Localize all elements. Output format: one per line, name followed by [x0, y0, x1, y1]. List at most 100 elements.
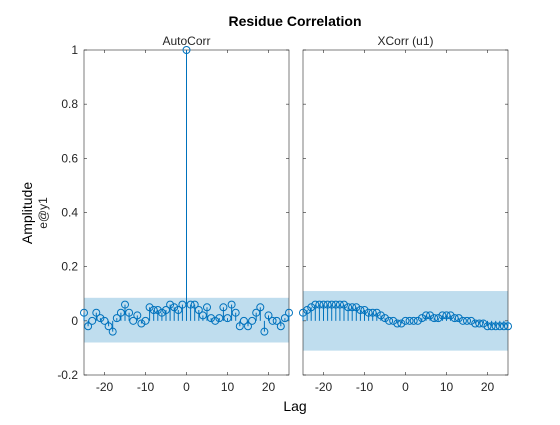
x-tick-label: 20 — [481, 380, 495, 394]
stem-marker — [252, 308, 261, 317]
stem-marker — [153, 306, 162, 314]
stem-marker — [256, 303, 265, 312]
stem-marker — [235, 322, 244, 331]
stem-marker — [405, 316, 414, 325]
y-axis-label: Amplitude — [19, 182, 35, 244]
x-tick-label: -20 — [315, 380, 333, 394]
stem-marker — [227, 300, 236, 309]
stem-marker — [360, 306, 369, 314]
x-tick-label: -20 — [96, 380, 114, 394]
stem-marker — [116, 308, 125, 317]
stem-marker — [340, 300, 348, 309]
stem-marker — [475, 319, 484, 328]
stem-marker — [401, 316, 410, 325]
y-tick-label: 0.4 — [61, 206, 78, 220]
stem-marker — [434, 314, 443, 323]
stem-marker — [215, 314, 224, 323]
x-tick-label: 10 — [440, 380, 454, 394]
stem-marker — [108, 327, 117, 336]
stem-marker — [311, 300, 320, 309]
y-tick-label: 0.8 — [61, 97, 78, 111]
stem-marker — [162, 306, 170, 314]
x-tick-label: -10 — [137, 380, 155, 394]
stem-marker — [348, 303, 357, 312]
stem-marker — [166, 300, 175, 309]
panel-2: XCorr (u1) -20 -10 0 10 20 — [299, 34, 512, 394]
stem-marker — [504, 322, 512, 331]
x-axis-label: Lag — [283, 398, 306, 414]
stem-marker — [223, 314, 232, 323]
stem-marker — [368, 308, 377, 317]
stem-marker — [125, 308, 134, 317]
stem-marker — [248, 316, 257, 325]
stem-marker — [198, 311, 207, 320]
stem-marker — [219, 303, 228, 312]
stem-marker — [356, 306, 365, 314]
stem-marker — [141, 316, 150, 325]
stem-marker — [100, 316, 109, 325]
stem-marker — [231, 308, 240, 317]
x-tick-label: 10 — [221, 380, 235, 394]
stem-marker — [463, 316, 471, 325]
stem-marker — [133, 311, 142, 320]
stem-marker — [174, 306, 183, 314]
stem-marker — [145, 303, 154, 312]
stem-marker — [450, 314, 459, 323]
y-tick-label: 0.2 — [61, 260, 78, 274]
stem-marker — [491, 322, 500, 331]
stem-marker — [335, 300, 344, 309]
stem-marker — [307, 303, 316, 312]
stem-marker — [207, 314, 216, 323]
stem-marker — [299, 308, 307, 317]
stem-marker — [268, 316, 277, 325]
stem-marker — [203, 303, 211, 312]
stem-marker — [92, 308, 101, 317]
stem-marker — [479, 319, 488, 328]
stem-marker — [190, 300, 199, 309]
stem-marker — [149, 306, 158, 314]
y-tick-label: 0.6 — [61, 151, 78, 165]
stem-marker — [385, 316, 394, 325]
stem-marker — [409, 316, 418, 325]
chart-panels: AutoCorr -20 -10 0 10 20 -0.2 0 0.2 0.4 0.6 0.8 1 XCo… — [57, 34, 512, 394]
stem-marker — [483, 322, 492, 331]
stem-marker — [327, 300, 336, 309]
stem-marker — [303, 306, 312, 314]
stem-marker — [331, 300, 340, 309]
stem-marker — [487, 322, 496, 331]
stem-marker — [276, 322, 285, 331]
stem-marker — [389, 316, 398, 325]
stem-marker — [495, 322, 504, 331]
stem-marker — [364, 308, 373, 317]
stem-marker — [426, 311, 435, 320]
stem-marker — [285, 308, 293, 317]
x-tick-label: -10 — [356, 380, 374, 394]
stem-marker — [112, 314, 121, 323]
x-tick-label: 0 — [402, 380, 409, 394]
stem-marker — [413, 316, 422, 325]
stem-marker — [446, 311, 455, 320]
stem-marker — [211, 316, 220, 325]
stem-marker — [186, 300, 195, 309]
stem-marker — [137, 319, 146, 328]
stem-marker — [170, 303, 179, 312]
stem-marker — [84, 322, 93, 331]
stem-marker — [471, 319, 480, 328]
stem-marker — [315, 300, 324, 309]
y-tick-label: 1 — [71, 43, 78, 57]
stem-marker — [272, 316, 281, 325]
figure-title: Residue Correlation — [228, 13, 361, 29]
stem-marker — [344, 303, 353, 312]
stem-marker — [264, 311, 273, 320]
panel-1: AutoCorr -20 -10 0 10 20 -0.2 0 0.2 0.4 0.6 0.8 1 — [57, 34, 293, 394]
stem-marker — [319, 300, 328, 309]
x-tick-label: 20 — [262, 380, 276, 394]
stem-marker — [194, 306, 203, 314]
stem-marker — [430, 314, 439, 323]
stem-marker — [393, 319, 402, 328]
x-tick-label: 0 — [183, 380, 190, 394]
y-tick-label: -0.2 — [57, 368, 78, 382]
stem-marker — [104, 322, 113, 331]
stem-marker — [280, 314, 289, 323]
